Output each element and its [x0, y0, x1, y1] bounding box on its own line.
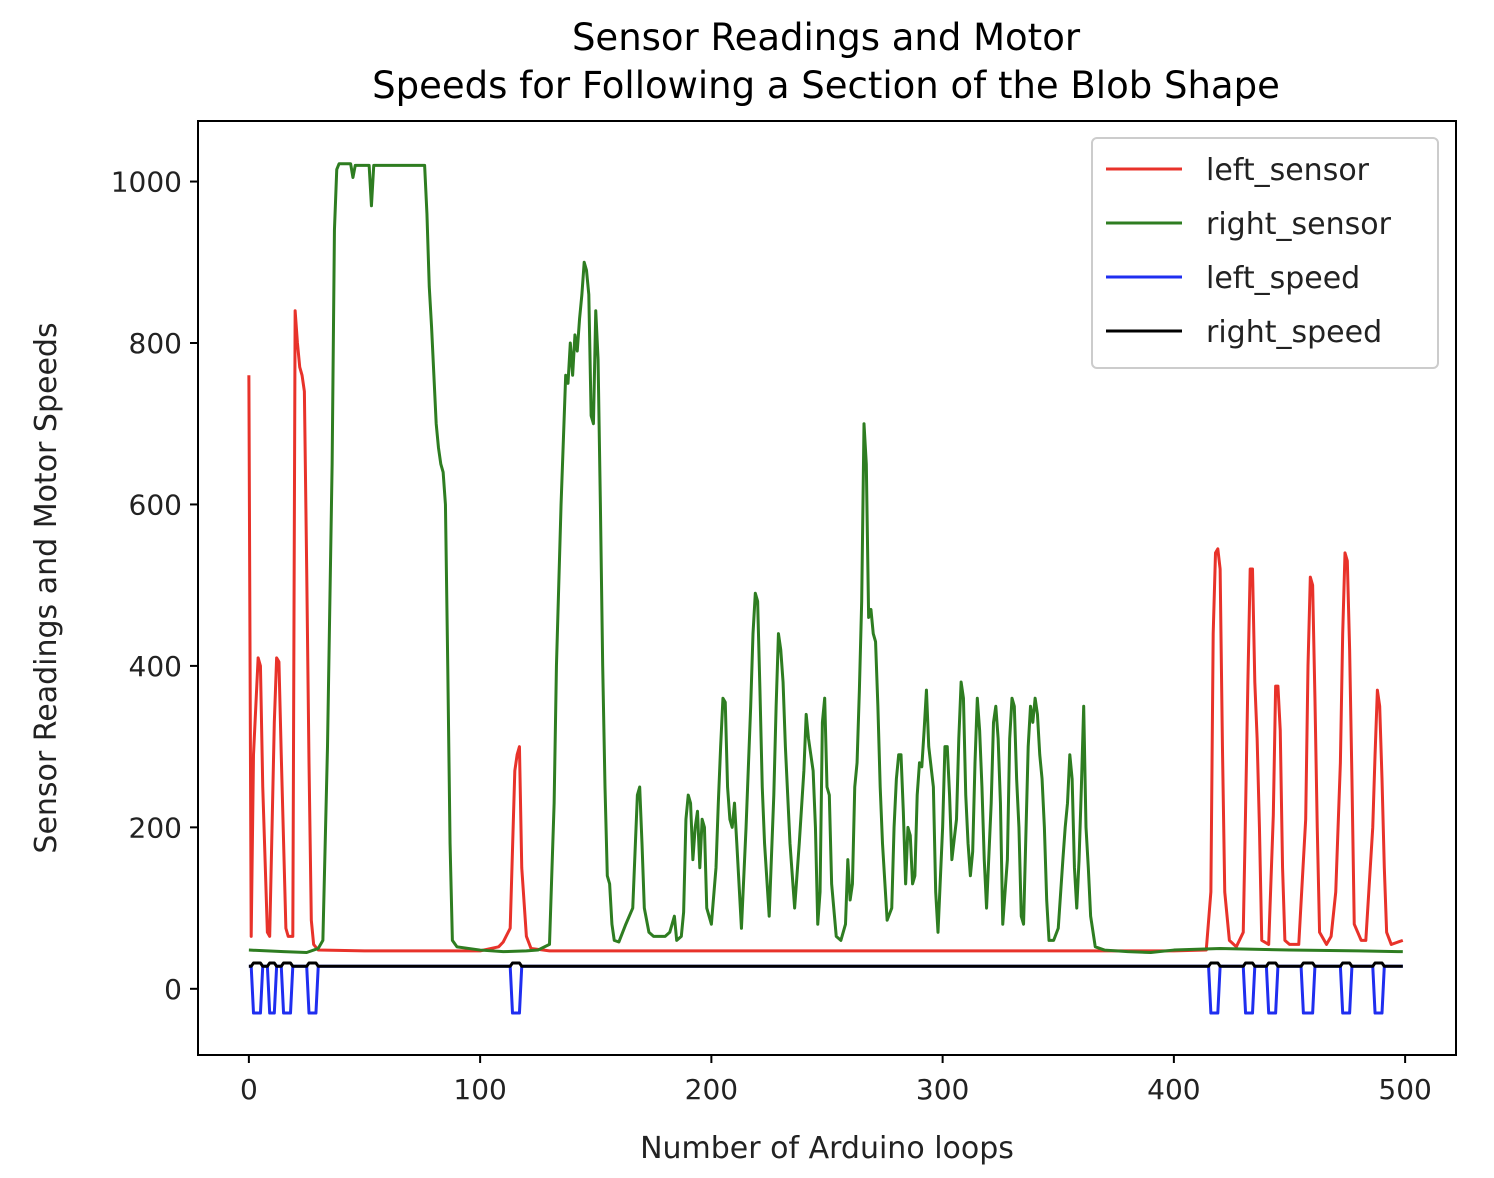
series-line-right-speed [248, 961, 1403, 968]
x-axis-ticks: 0 100 200 300 400 500 [240, 1055, 1432, 1106]
x-tick-label: 300 [916, 1073, 969, 1106]
legend-box [1091, 137, 1439, 369]
series-line-left-speed [248, 964, 1403, 1015]
legend-label-right-speed: right_speed [1206, 315, 1382, 350]
x-tick-label: 200 [685, 1073, 738, 1106]
y-axis-ticks: 0 200 400 600 800 1000 [111, 166, 198, 1006]
x-tick-label: 500 [1378, 1073, 1431, 1106]
x-tick-label: 0 [240, 1073, 258, 1106]
y-tick-label: 0 [164, 973, 182, 1006]
y-tick-label: 600 [129, 488, 182, 521]
x-axis-label: Number of Arduino loops [640, 1131, 1014, 1166]
legend: left_sensor right_sensor left_speed right_s… [1091, 137, 1439, 369]
x-tick-label: 100 [453, 1073, 506, 1106]
y-axis-label: Sensor Readings and Motor Speeds [29, 322, 64, 853]
x-tick-label: 400 [1147, 1073, 1200, 1106]
y-tick-label: 200 [129, 811, 182, 844]
legend-label-right-sensor: right_sensor [1206, 207, 1392, 242]
chart-title-line-2: Speeds for Following a Section of the Bl… [372, 64, 1280, 107]
series-line-left-sensor [247, 309, 1404, 953]
series-line-right-sensor [248, 162, 1403, 954]
chart-title-line-1: Sensor Readings and Motor [572, 16, 1081, 59]
y-tick-label: 800 [129, 327, 182, 360]
axes-frame [197, 120, 1457, 1056]
legend-label-left-speed: left_speed [1206, 261, 1360, 296]
y-tick-label: 1000 [111, 166, 182, 199]
series-lines [247, 162, 1404, 1015]
y-tick-label: 400 [129, 650, 182, 683]
legend-label-left-sensor: left_sensor [1206, 153, 1370, 188]
